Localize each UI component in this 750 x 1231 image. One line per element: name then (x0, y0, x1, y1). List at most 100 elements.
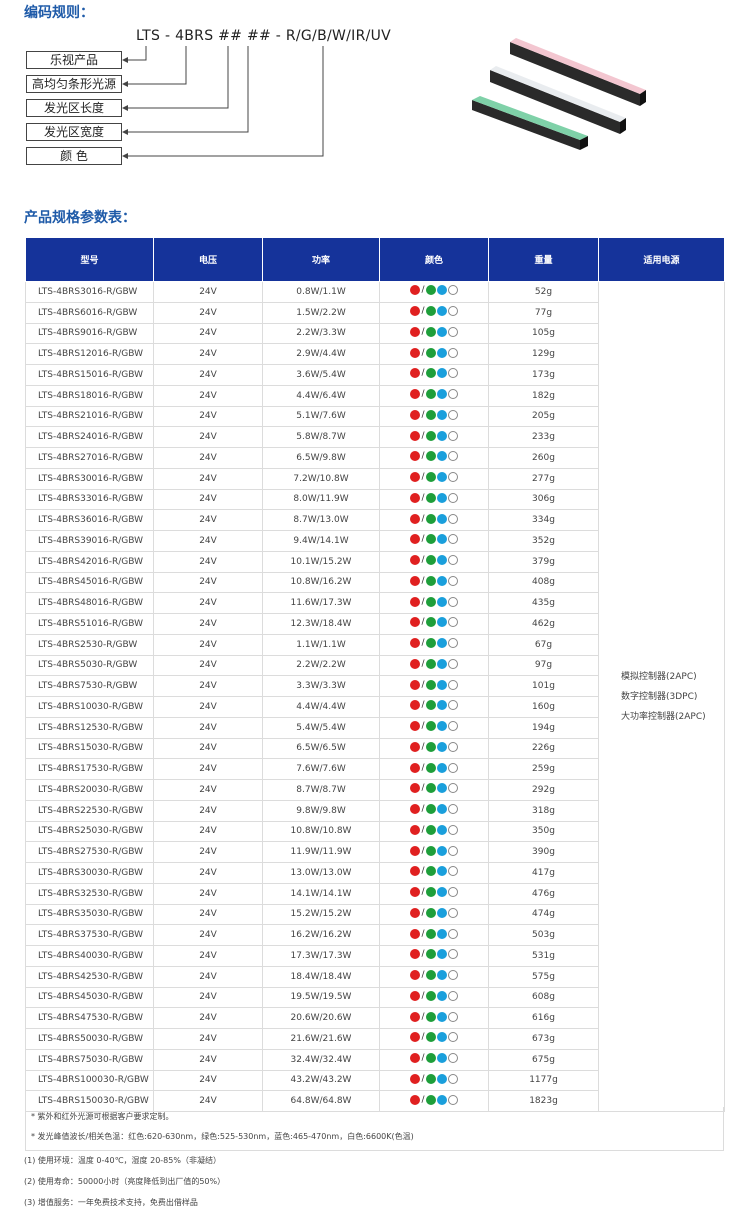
cell-voltage: 24V (153, 384, 263, 407)
cell-model: LTS-4BRS7530-R/GBW (25, 675, 154, 697)
color-dots: / (410, 555, 458, 566)
cell-voltage: 24V (153, 986, 263, 1009)
cell-weight: 205g (488, 405, 599, 428)
cell-color: / (379, 820, 489, 843)
cell-power-supply: 模拟控制器(2APC) 数字控制器(3DPC) 大功率控制器(2APC) (598, 281, 725, 1112)
color-dots: / (410, 824, 458, 835)
cell-weight: 318g (488, 799, 599, 822)
cell-model: LTS-4BRS50030-R/GBW (25, 1028, 154, 1050)
color-dots: / (410, 285, 458, 296)
green-dot-icon (425, 451, 436, 462)
cell-weight: 77g (488, 301, 599, 324)
red-dot-icon (410, 804, 421, 815)
cell-weight: 474g (488, 903, 599, 926)
table-row: LTS-4BRS40030-R/GBW 24V 17.3W/17.3W / 531g (25, 945, 725, 967)
red-dot-icon (410, 721, 421, 732)
cell-model: LTS-4BRS30030-R/GBW (25, 862, 154, 884)
cell-model: LTS-4BRS12016-R/GBW (25, 343, 154, 365)
white-dot-icon (447, 845, 458, 856)
cell-power: 2.2W/3.3W (262, 322, 380, 345)
cell-voltage: 24V (153, 654, 263, 677)
slash-separator: / (421, 1011, 425, 1022)
col-header-weight: 重量 (488, 237, 599, 282)
white-dot-icon (447, 638, 458, 649)
cell-voltage: 24V (153, 882, 263, 905)
green-dot-icon (425, 700, 436, 711)
green-dot-icon (425, 1011, 436, 1022)
green-dot-icon (425, 492, 436, 503)
cell-voltage: 24V (153, 1028, 263, 1050)
cell-voltage: 24V (153, 1069, 263, 1092)
table-row: LTS-4BRS42530-R/GBW 24V 18.4W/18.4W / 575g (25, 965, 725, 988)
cell-weight: 259g (488, 758, 599, 780)
blue-dot-icon (436, 990, 447, 1001)
blue-dot-icon (436, 845, 447, 856)
white-dot-icon (447, 679, 458, 690)
cell-color: / (379, 862, 489, 884)
slash-separator: / (421, 824, 425, 835)
blue-dot-icon (436, 555, 447, 566)
table-row: LTS-4BRS42016-R/GBW 24V 10.1W/15.2W / 379g (25, 550, 725, 573)
cell-weight: 379g (488, 550, 599, 573)
slash-separator: / (421, 1032, 425, 1043)
cell-power: 8.7W/13.0W (262, 509, 380, 531)
rule-label-type: 高均匀条形光源 (26, 75, 122, 93)
blue-dot-icon (436, 928, 447, 939)
red-dot-icon (410, 949, 421, 960)
slash-separator: / (421, 845, 425, 856)
white-dot-icon (447, 721, 458, 732)
slash-separator: / (421, 513, 425, 524)
cell-model: LTS-4BRS3016-R/GBW (25, 281, 154, 303)
blue-dot-icon (436, 326, 447, 337)
cell-power: 3.3W/3.3W (262, 675, 380, 697)
blue-dot-icon (436, 347, 447, 358)
cell-color: / (379, 1048, 489, 1071)
blue-dot-icon (436, 430, 447, 441)
green-dot-icon (425, 1073, 436, 1084)
red-dot-icon (410, 762, 421, 773)
white-dot-icon (447, 783, 458, 794)
green-dot-icon (425, 866, 436, 877)
green-dot-icon (425, 1053, 436, 1064)
power-supply-item: 大功率控制器(2APC) (621, 711, 706, 722)
cell-weight: 292g (488, 779, 599, 801)
cell-model: LTS-4BRS25030-R/GBW (25, 820, 154, 843)
cell-power: 11.6W/17.3W (262, 592, 380, 614)
red-dot-icon (410, 347, 421, 358)
blue-dot-icon (436, 451, 447, 462)
cell-color: / (379, 841, 489, 863)
white-dot-icon (447, 326, 458, 337)
cell-color: / (379, 426, 489, 448)
cell-color: / (379, 654, 489, 677)
slash-separator: / (421, 306, 425, 317)
red-dot-icon (410, 285, 421, 296)
cell-voltage: 24V (153, 779, 263, 801)
spec-table-title: 产品规格参数表： (24, 210, 136, 226)
cell-color: / (379, 1090, 489, 1112)
table-row: LTS-4BRS51016-R/GBW 24V 12.3W/18.4W / 462g (25, 613, 725, 635)
cell-voltage: 24V (153, 903, 263, 926)
col-header-power: 功率 (262, 237, 380, 282)
cell-power: 0.8W/1.1W (262, 281, 380, 303)
blue-dot-icon (436, 534, 447, 545)
cell-voltage: 24V (153, 322, 263, 345)
cell-voltage: 24V (153, 281, 263, 303)
cell-power: 1.1W/1.1W (262, 633, 380, 656)
red-dot-icon (410, 741, 421, 752)
color-dots: / (410, 306, 458, 317)
cell-power: 10.8W/10.8W (262, 820, 380, 843)
cell-weight: 173g (488, 364, 599, 386)
green-dot-icon (425, 368, 436, 379)
green-dot-icon (425, 762, 436, 773)
cell-power: 21.6W/21.6W (262, 1028, 380, 1050)
slash-separator: / (421, 472, 425, 483)
green-dot-icon (425, 658, 436, 669)
cell-model: LTS-4BRS35030-R/GBW (25, 903, 154, 926)
cell-model: LTS-4BRS75030-R/GBW (25, 1048, 154, 1071)
color-dots: / (410, 409, 458, 420)
cell-weight: 226g (488, 737, 599, 760)
green-dot-icon (425, 596, 436, 607)
red-dot-icon (410, 1011, 421, 1022)
red-dot-icon (410, 1094, 421, 1105)
color-dots: / (410, 762, 458, 773)
